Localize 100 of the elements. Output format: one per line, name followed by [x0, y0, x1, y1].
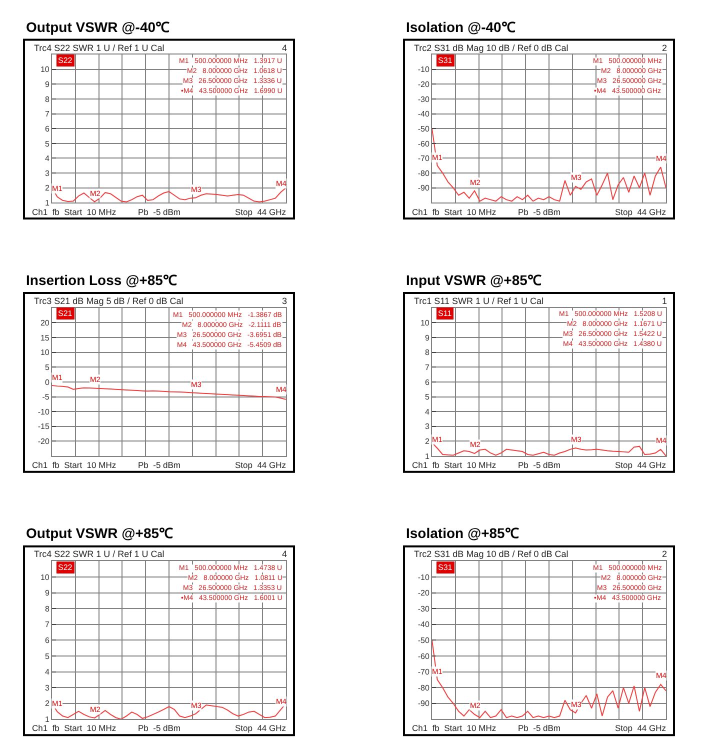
- chart-title: Output VSWR @+85℃: [26, 525, 174, 541]
- annotation: S11: [438, 309, 452, 318]
- y-tick-label: 15: [40, 333, 50, 342]
- y-tick-label: -10: [418, 572, 430, 582]
- y-tick-label: 5: [424, 392, 430, 402]
- y-tick-label: 2: [424, 436, 430, 446]
- text: 4: [282, 549, 288, 559]
- y-tick-label: 4: [424, 407, 430, 416]
- text: Stop 44 GHz: [235, 723, 286, 733]
- y-tick-label: 2: [44, 699, 50, 708]
- y-tick-label: 8: [424, 348, 430, 358]
- text: Pb -5 dBm: [138, 460, 181, 470]
- text: Ch1 fb Start 10 MHz: [32, 723, 116, 733]
- y-tick-label: -10: [38, 407, 50, 416]
- y-tick-label: 10: [420, 318, 430, 328]
- chart-subtitle: Trc1 S11 SWR 1 U / Ref 1 U Cal: [414, 296, 544, 306]
- y-tick-label: 4: [44, 668, 50, 677]
- y-tick-label: 9: [44, 588, 50, 598]
- text: Stop 44 GHz: [615, 460, 666, 470]
- chart-subtitle: Trc2 S31 dB Mag 10 dB / Ref 0 dB Cal: [414, 549, 568, 559]
- chart-subtitle: Trc4 S22 SWR 1 U / Ref 1 U Cal: [34, 43, 164, 53]
- y-tick-label: 5: [44, 139, 50, 148]
- chart-title: Isolation @+85℃: [406, 525, 519, 541]
- y-tick-label: 1: [44, 198, 50, 208]
- y-tick-label: -30: [418, 94, 430, 104]
- text: Ch1 fb Start 10 MHz: [32, 460, 116, 470]
- annotation: S22: [58, 563, 73, 572]
- y-tick-label: -10: [418, 65, 430, 74]
- y-tick-label: 3: [44, 683, 50, 692]
- y-tick-label: 1: [44, 714, 50, 724]
- y-tick-label: -40: [418, 620, 430, 630]
- y-tick-label: 3: [44, 168, 50, 178]
- y-tick-label: -20: [418, 588, 430, 598]
- y-tick-label: -40: [418, 110, 430, 119]
- y-tick-label: 9: [44, 80, 50, 90]
- y-tick-label: -15: [38, 422, 50, 432]
- annotation: S21: [58, 309, 73, 318]
- y-tick-label: 10: [40, 348, 50, 358]
- text: Pb -5 dBm: [518, 207, 561, 217]
- line-series: [432, 640, 666, 718]
- text: Ch1 fb Start 10 MHz: [32, 207, 116, 217]
- y-tick-label: -20: [38, 436, 50, 446]
- y-tick-label: -5: [42, 392, 50, 402]
- y-tick-label: 8: [44, 604, 50, 614]
- y-tick-label: -30: [418, 604, 430, 614]
- y-tick-label: 6: [44, 124, 50, 134]
- y-tick-label: -70: [418, 668, 430, 677]
- y-tick-label: -90: [418, 699, 430, 708]
- y-tick-label: -50: [418, 124, 430, 134]
- y-tick-label: -50: [418, 636, 430, 646]
- text: 2: [662, 43, 668, 53]
- y-tick-label: 9: [424, 333, 430, 342]
- y-tick-label: 7: [44, 620, 50, 630]
- text: Ch1 fb Start 10 MHz: [412, 207, 496, 217]
- y-tick-label: 4: [44, 154, 50, 164]
- y-tick-label: 1: [424, 452, 430, 461]
- text: Pb -5 dBm: [138, 723, 181, 733]
- text: Stop 44 GHz: [615, 723, 666, 733]
- chart-title: Input VSWR @+85℃: [406, 272, 542, 288]
- text: 1: [662, 296, 668, 306]
- y-tick-label: 5: [44, 652, 50, 661]
- annotation: S22: [58, 56, 73, 65]
- chart-title: Insertion Loss @+85℃: [26, 272, 177, 288]
- y-tick-label: 5: [44, 362, 50, 372]
- chart-title: Output VSWR @-40℃: [26, 19, 170, 35]
- annotation: S31: [438, 563, 453, 572]
- text: Ch1 fb Start 10 MHz: [412, 723, 496, 733]
- y-tick-label: -90: [418, 184, 430, 193]
- text: 4: [282, 43, 288, 53]
- y-tick-label: 20: [40, 318, 50, 328]
- y-tick-label: 2: [44, 184, 50, 193]
- y-tick-label: -70: [418, 154, 430, 164]
- y-tick-label: -60: [418, 652, 430, 661]
- y-tick-label: 10: [40, 572, 50, 582]
- text: Stop 44 GHz: [235, 207, 286, 217]
- text: 3: [282, 296, 288, 306]
- text: Stop 44 GHz: [235, 460, 286, 470]
- chart-subtitle: Trc4 S22 SWR 1 U / Ref 1 U Cal: [34, 549, 164, 559]
- y-tick-label: -80: [418, 683, 430, 692]
- chart-subtitle: Trc3 S21 dB Mag 5 dB / Ref 0 dB Cal: [34, 296, 184, 306]
- y-tick-label: -60: [418, 139, 430, 148]
- text: Ch1 fb Start 10 MHz: [412, 460, 496, 470]
- text: Pb -5 dBm: [518, 723, 561, 733]
- y-tick-label: -20: [418, 80, 430, 90]
- text: Pb -5 dBm: [138, 207, 181, 217]
- y-tick-label: 7: [424, 362, 430, 372]
- y-tick-label: 0: [44, 378, 50, 387]
- y-tick-label: 7: [44, 110, 50, 119]
- line-series: [432, 128, 666, 202]
- y-tick-label: -80: [418, 168, 430, 178]
- y-tick-label: 8: [44, 94, 50, 104]
- y-tick-label: 6: [44, 636, 50, 646]
- text: 2: [662, 549, 668, 559]
- y-tick-label: 3: [424, 422, 430, 432]
- y-tick-label: 6: [424, 378, 430, 387]
- text: Pb -5 dBm: [518, 460, 561, 470]
- annotation: S31: [438, 56, 453, 65]
- chart-subtitle: Trc2 S31 dB Mag 10 dB / Ref 0 dB Cal: [414, 43, 568, 53]
- text: Stop 44 GHz: [615, 207, 666, 217]
- y-tick-label: 10: [40, 65, 50, 74]
